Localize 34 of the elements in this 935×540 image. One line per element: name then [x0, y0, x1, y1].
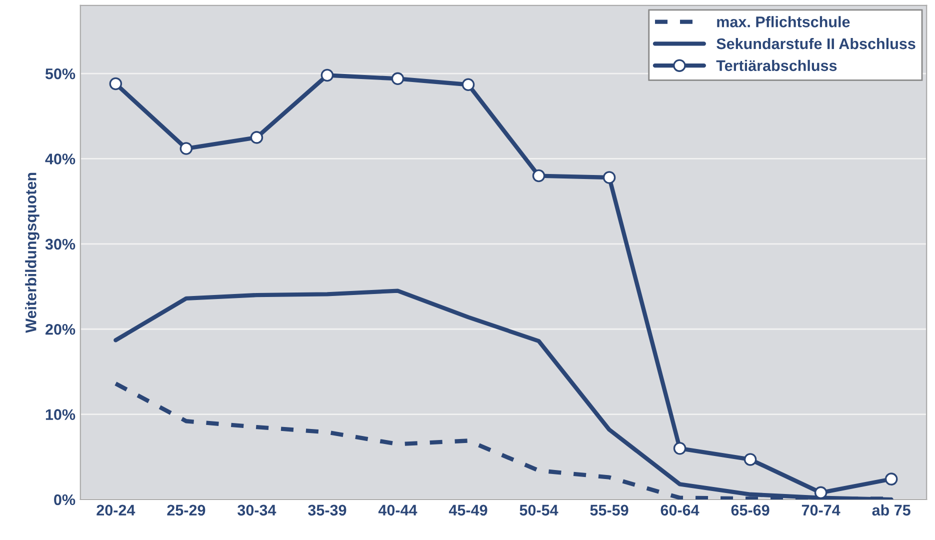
point: [744, 453, 757, 466]
point: [814, 486, 828, 500]
y-axis-title: Weiterbildungsquoten: [25, 172, 40, 333]
point: [250, 131, 264, 144]
y-tick-label: 40%: [45, 154, 76, 164]
x-tick-label: 50-54: [520, 504, 558, 516]
y-tick-label: 10%: [46, 409, 76, 420]
y-tick-label: 30%: [45, 238, 76, 250]
point: [462, 78, 475, 92]
x-tick-label: 20-24: [96, 504, 136, 516]
x-tick-label: 65-69: [731, 504, 770, 516]
x-tick-label: 40-44: [378, 504, 418, 516]
x-tick-label: 60-64: [660, 504, 700, 516]
x-tick-label: 25-29: [167, 504, 206, 516]
point: [320, 68, 334, 82]
point: [391, 72, 404, 86]
y-tick-label: 50%: [45, 68, 76, 80]
point: [884, 472, 898, 486]
x-tick-label: 45-49: [448, 504, 488, 516]
x-tick-label: ab 75: [872, 504, 910, 516]
x-tick-label: 30-34: [238, 504, 276, 516]
x-tick-label: 35-39: [308, 504, 346, 516]
legend-label: max. Pflichtschule: [717, 16, 850, 28]
point: [180, 142, 193, 155]
point: [109, 77, 122, 90]
point: [673, 442, 686, 455]
x-tick-label: 70-74: [802, 504, 840, 516]
y-tick-label: 0%: [54, 494, 76, 506]
x-tick-label: 55-59: [590, 504, 628, 516]
point: [532, 169, 546, 182]
legend-label: Tertiärabschluss: [716, 60, 837, 72]
legend-label: Sekundarstufe II Abschluss: [716, 38, 916, 50]
y-tick-label: 20%: [46, 324, 76, 335]
point: [602, 171, 616, 184]
